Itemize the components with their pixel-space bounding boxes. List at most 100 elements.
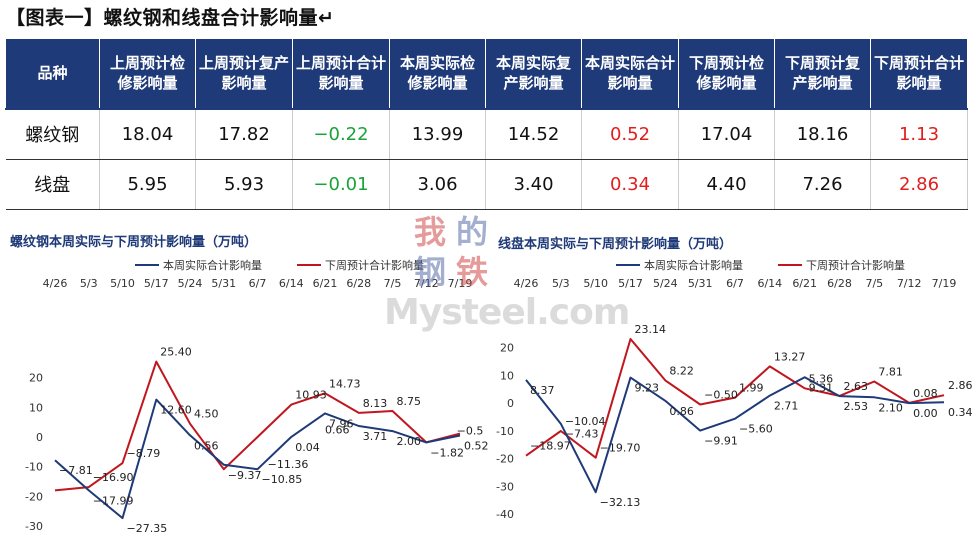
x-tick-label: 5/3 [552, 277, 570, 290]
data-label: −5.60 [739, 423, 773, 436]
table-cell: 0.52 [581, 107, 679, 160]
data-label: −0.50 [704, 389, 738, 402]
y-tick-label: -20 [25, 490, 43, 503]
data-label: 13.27 [774, 350, 806, 363]
y-tick-label: -20 [496, 453, 514, 466]
data-label: −32.13 [600, 496, 641, 509]
table-cell: 18.16 [774, 107, 871, 160]
legend-label: 本周实际合计影响量 [644, 258, 743, 272]
x-tick-label: 5/10 [110, 277, 135, 290]
header-cell: 本周实际复产影响量 [485, 38, 582, 109]
summary-table: 品种 上周预计检修影响量 上周预计复产影响量 上周预计合计影响量 本周实际检修影… [5, 38, 968, 210]
data-label: −10.85 [262, 473, 303, 486]
data-label: 9.31 [809, 381, 834, 394]
table-cell: 5.95 [99, 159, 196, 210]
y-tick-label: 20 [500, 342, 514, 355]
data-label: 0.04 [295, 441, 320, 454]
header-cell: 本周实际合计影响量 [581, 38, 679, 109]
x-tick-label: 5/17 [618, 277, 643, 290]
x-tick-label: 7/12 [414, 277, 439, 290]
data-label: −16.90 [93, 471, 134, 484]
table-cell: 1.13 [870, 107, 968, 160]
x-tick-label: 5/17 [144, 277, 169, 290]
table-cell: 17.04 [678, 107, 775, 160]
table-cell: 17.82 [195, 107, 293, 160]
legend-label: 下周预计合计影响量 [325, 258, 424, 272]
data-label: 4.50 [194, 408, 219, 421]
data-label: 8.13 [363, 397, 388, 410]
x-tick-label: 5/3 [80, 277, 98, 290]
data-label: −27.35 [127, 522, 168, 535]
chart-title: 线盘本周实际与下周预计影响量（万吨） [498, 236, 732, 252]
y-tick-label: 10 [500, 369, 514, 382]
table-cell: −0.01 [292, 159, 390, 210]
x-tick-label: 6/28 [827, 277, 852, 290]
data-label: 0.52 [464, 439, 488, 452]
data-label: 0.34 [948, 406, 973, 419]
x-tick-label: 4/26 [43, 277, 68, 290]
page-title: 【图表一】螺纹钢和线盘合计影响量↵ [6, 7, 335, 29]
x-tick-label: 5/24 [653, 277, 678, 290]
y-tick-label: -10 [25, 461, 43, 474]
x-tick-label: 7/5 [384, 277, 402, 290]
table-cell: 14.52 [485, 107, 582, 160]
data-label: 25.40 [160, 346, 192, 359]
data-label: 23.14 [635, 323, 667, 336]
data-label: −17.99 [93, 494, 134, 507]
data-label: 9.23 [635, 382, 660, 395]
y-tick-label: -10 [496, 425, 514, 438]
data-label: 7.81 [878, 365, 903, 378]
table-cell: 3.40 [485, 159, 582, 210]
data-label: 3.71 [363, 430, 388, 443]
data-label: 1.99 [739, 382, 764, 395]
header-cell: 上周预计检修影响量 [99, 38, 196, 109]
table-cell: 3.06 [389, 159, 486, 210]
data-label: 0.66 [325, 423, 350, 436]
data-label: 14.73 [329, 377, 361, 390]
data-label: −1.82 [430, 446, 464, 459]
x-tick-label: 6/21 [792, 277, 817, 290]
x-tick-label: 7/5 [865, 277, 883, 290]
header-cell: 下周预计合计影响量 [870, 38, 968, 109]
data-label: −18.97 [530, 440, 571, 453]
table-cell: 2.86 [870, 159, 968, 210]
chart-title: 螺纹钢本周实际与下周预计影响量（万吨） [10, 234, 257, 250]
x-tick-label: 5/24 [178, 277, 203, 290]
data-label: −19.70 [600, 442, 641, 455]
data-label: −7.81 [59, 464, 93, 477]
x-tick-label: 4/26 [514, 277, 539, 290]
table-header-row: 品种 上周预计检修影响量 上周预计复产影响量 上周预计合计影响量 本周实际检修影… [5, 38, 968, 109]
data-label: 7.96 [329, 417, 354, 430]
y-tick-label: 0 [507, 397, 514, 410]
x-tick-label: 6/7 [726, 277, 744, 290]
legend-label: 本周实际合计影响量 [163, 258, 262, 272]
data-label: −10.04 [565, 415, 606, 428]
legend-label: 下周预计合计影响量 [806, 258, 905, 272]
table-cell: 18.04 [99, 107, 196, 160]
data-label: −7.43 [565, 428, 599, 441]
x-tick-label: 5/31 [688, 277, 713, 290]
table-cell: 4.40 [678, 159, 775, 210]
data-label: 2.10 [878, 401, 903, 414]
x-tick-label: 6/28 [346, 277, 371, 290]
data-label: 8.75 [397, 395, 422, 408]
x-tick-label: 7/19 [448, 277, 473, 290]
table-cell: 0.34 [581, 159, 679, 210]
x-tick-label: 5/10 [583, 277, 608, 290]
table-row: 线盘 5.95 5.93 −0.01 3.06 3.40 0.34 4.40 7… [5, 159, 968, 210]
y-tick-label: 10 [29, 401, 43, 414]
table-cell: 13.99 [389, 107, 486, 160]
y-tick-label: -30 [496, 480, 514, 493]
y-tick-label: 20 [29, 372, 43, 385]
data-label: 5.36 [809, 372, 834, 385]
table-cell: 线盘 [5, 159, 100, 210]
data-label: 2.86 [948, 379, 973, 392]
x-tick-label: 6/14 [279, 277, 304, 290]
data-label: 2.63 [844, 380, 869, 393]
y-tick-label: 0 [36, 431, 43, 444]
header-cell: 品种 [5, 38, 100, 109]
x-tick-label: 6/21 [313, 277, 338, 290]
header-cell: 下周预计复产影响量 [774, 38, 871, 109]
header-cell: 本周实际检修影响量 [389, 38, 486, 109]
x-tick-label: 5/31 [211, 277, 236, 290]
